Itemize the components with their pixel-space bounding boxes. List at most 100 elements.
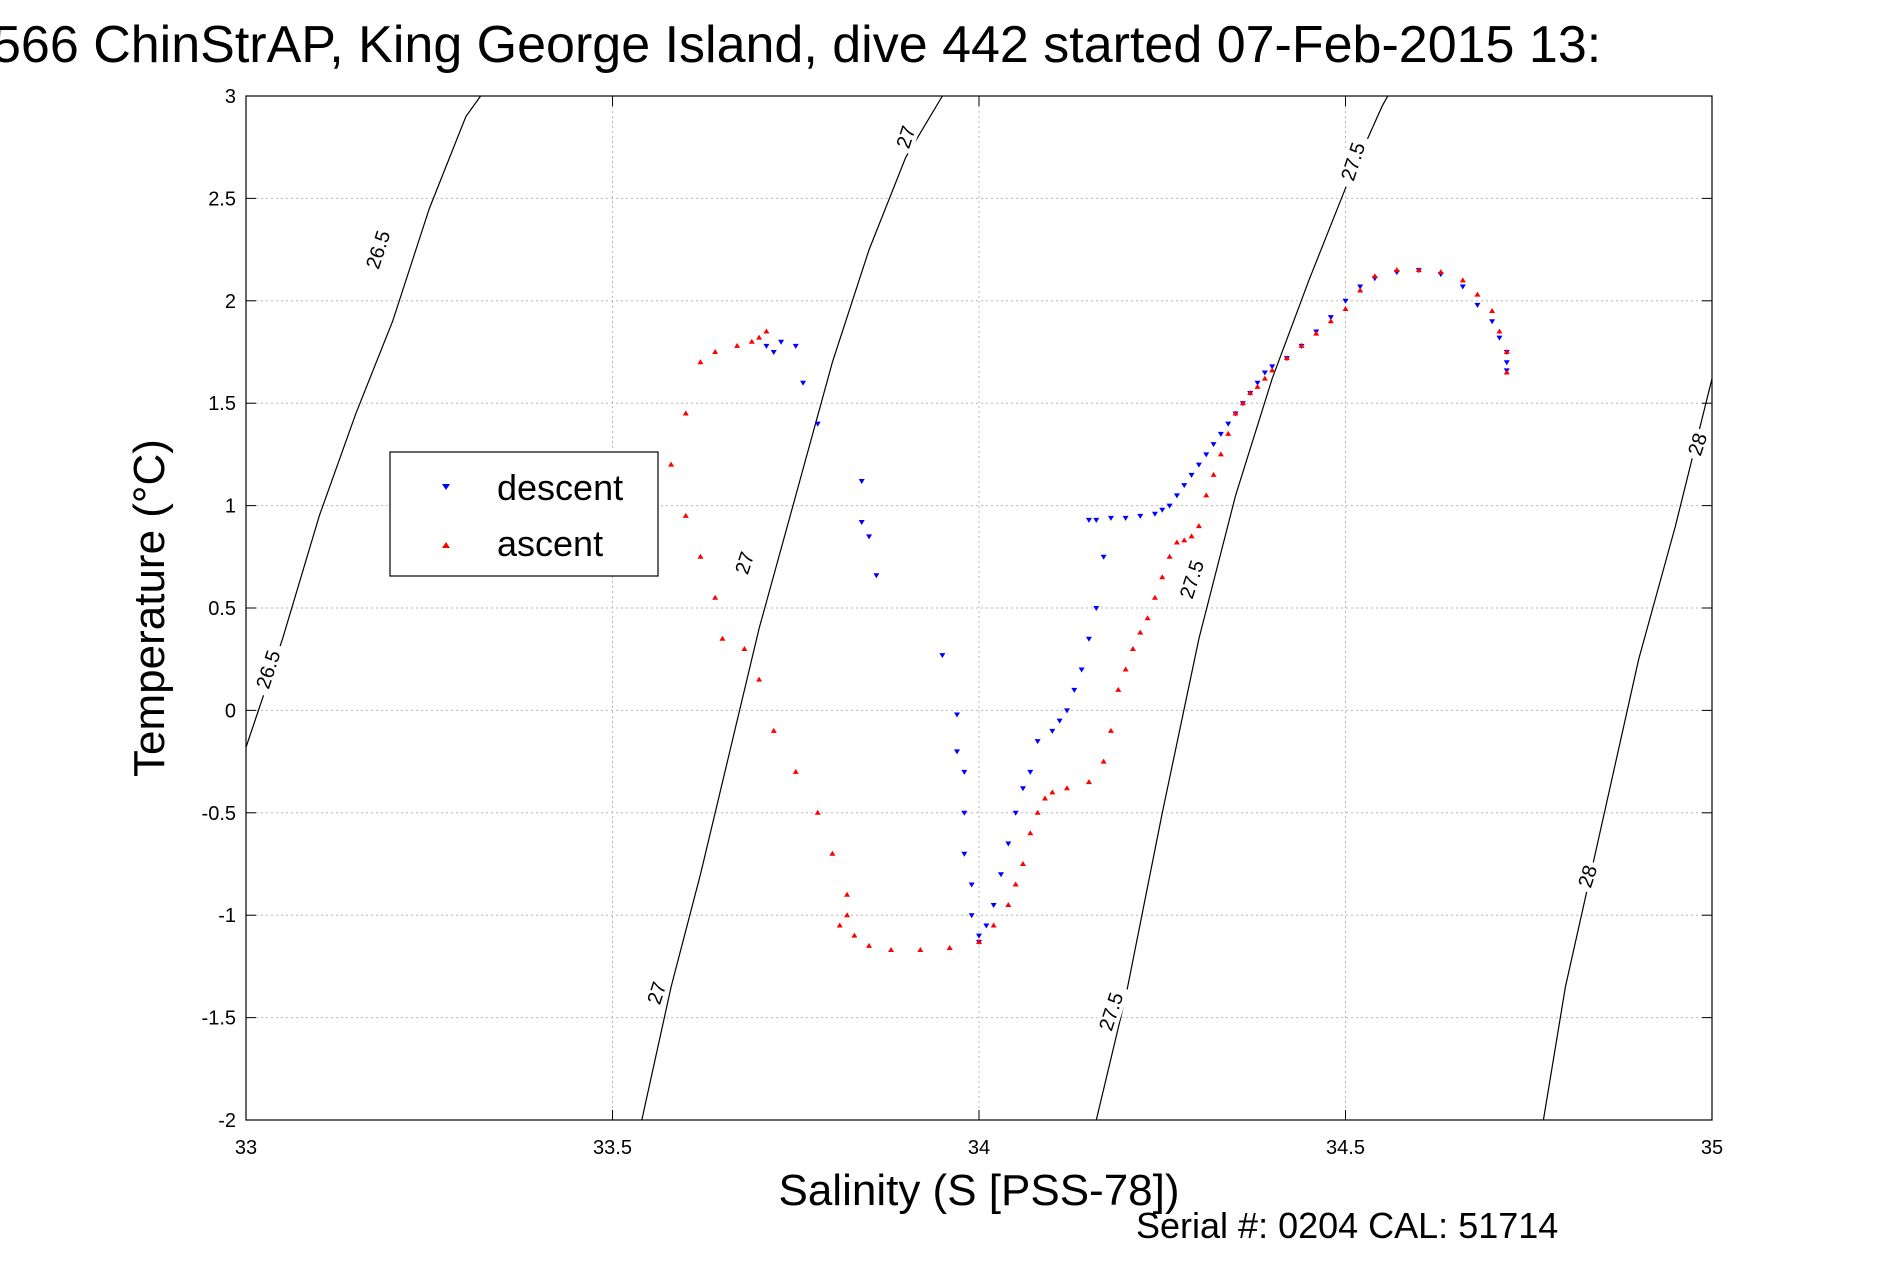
ascent-point (1137, 629, 1144, 635)
serial-info: Serial #: 0204 CAL: 51714 (1136, 1205, 1558, 1246)
y-tick-label: -1 (218, 905, 236, 927)
ascent-point (719, 635, 726, 641)
isopycnal-label: 26.5 (249, 641, 287, 698)
ascent-point (1496, 328, 1503, 334)
legend-descent-marker (442, 484, 450, 490)
isopycnal-label-bg (890, 119, 921, 155)
y-tick-label: -1.5 (202, 1008, 236, 1030)
x-tick-label: 34 (968, 1137, 990, 1159)
ascent-point (697, 553, 704, 559)
ascent-point (748, 338, 755, 344)
descent-point (1049, 728, 1056, 734)
ascent-point (1503, 349, 1510, 354)
ascent-point (1019, 861, 1026, 866)
descent-point (1327, 315, 1334, 321)
descent-point (814, 421, 821, 427)
descent-point (1188, 472, 1195, 478)
descent-point (858, 479, 865, 485)
descent-point (866, 534, 873, 540)
ascent-point (888, 947, 895, 953)
ascent-point (814, 809, 821, 815)
ascent-point (1166, 553, 1173, 559)
ascent-point (1269, 367, 1276, 373)
ascent-point (1313, 330, 1320, 336)
isopycnal-label-bg (1173, 551, 1211, 608)
ascent-point (1159, 574, 1166, 580)
legend: descent ascent (389, 451, 659, 577)
isopycnal-line-28 (1542, 378, 1712, 1120)
ascent-point (1217, 451, 1224, 457)
isopycnal-label: 27 (890, 119, 921, 155)
ascent-point (682, 512, 689, 518)
descent-point (1078, 667, 1085, 673)
ascent-point (1283, 355, 1290, 361)
isopycnal-label: 26.5 (359, 221, 397, 278)
x-tick-label: 35 (1701, 1137, 1723, 1159)
isopycnal-label: 28 (1572, 858, 1603, 894)
y-tick-label: 0.5 (208, 598, 236, 620)
isopycnal-label-text: 26.5 (362, 228, 395, 272)
descent-point (961, 851, 968, 857)
y-tick-label: -0.5 (202, 803, 236, 825)
ascent-point (1225, 430, 1232, 436)
descent-point (763, 343, 770, 349)
descent-point (1100, 554, 1107, 560)
descent-point (1496, 335, 1503, 341)
descent-point (1005, 841, 1012, 847)
ascent-point (836, 922, 843, 928)
legend-box (389, 451, 659, 577)
isopycnal-label: 27 (729, 545, 760, 581)
descent-point (1503, 360, 1510, 366)
y-tick-label: 3 (225, 86, 236, 108)
ascent-point (851, 932, 858, 938)
descent-point (1181, 483, 1188, 489)
ascent-point (1012, 881, 1019, 887)
descent-point (983, 923, 990, 929)
isopycnal-label-bg (1572, 858, 1603, 894)
y-tick-label: -2 (218, 1110, 236, 1132)
ascent-point (682, 410, 689, 416)
y-tick-label: 2 (225, 291, 236, 313)
descent-point (1225, 421, 1232, 427)
ascent-point (866, 942, 873, 948)
isopycnal-label-bg (249, 641, 287, 698)
data-series (668, 267, 1510, 953)
descent-point (961, 769, 968, 775)
ascent-point (1063, 785, 1070, 791)
ascent-point (1261, 375, 1268, 381)
ascent-point (1173, 539, 1180, 545)
isopycnal-label-bg (1092, 983, 1130, 1040)
ascent-point (990, 922, 997, 928)
ascent-point (792, 768, 799, 774)
isopycnal-label-text: 27.5 (1095, 990, 1128, 1034)
ascent-point (829, 850, 836, 856)
descent-point (1357, 284, 1364, 290)
ascent-point (1005, 901, 1012, 907)
x-tick-label: 33 (235, 1137, 257, 1159)
ascent-point (1474, 291, 1481, 297)
ascent-point (1181, 537, 1188, 543)
descent-point (990, 902, 997, 908)
descent-point (1489, 319, 1496, 325)
descent-point (1063, 708, 1070, 714)
descent-point (858, 519, 865, 525)
x-tick-label: 33.5 (593, 1137, 632, 1159)
y-axis-label: Temperature (°C) (125, 439, 174, 777)
descent-point (1027, 769, 1034, 775)
ascent-point (1049, 789, 1056, 795)
descent-point (1019, 786, 1026, 792)
descent-point (954, 749, 961, 755)
descent-point (1137, 513, 1144, 519)
ascent-point (1437, 269, 1444, 275)
descent-point (1217, 431, 1224, 437)
descent-point (1093, 606, 1100, 611)
ascent-point (976, 938, 982, 944)
isopycnal-label: 27.5 (1173, 551, 1211, 608)
y-tick-label: 0 (225, 700, 236, 722)
ascent-point (712, 594, 719, 600)
isopycnal-line-27-5 (1095, 96, 1389, 1120)
isopycnal-label-text: 27.5 (1176, 558, 1209, 602)
isopycnal-label-text: 26.5 (252, 648, 285, 692)
ascent-point (741, 645, 748, 651)
ascent-point (668, 461, 675, 467)
